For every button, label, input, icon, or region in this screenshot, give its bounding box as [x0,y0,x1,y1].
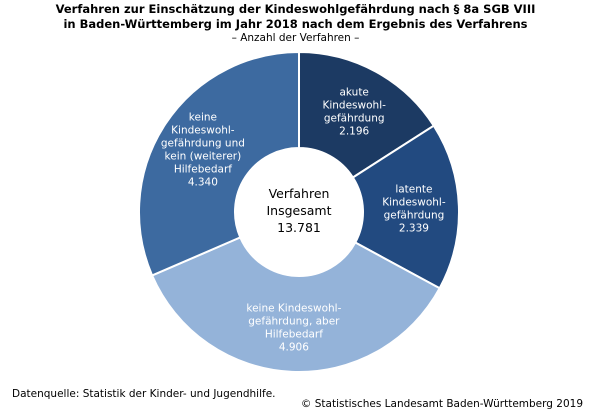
slice-label-1: latente Kindeswohl-gefährdung 2.339 [382,183,446,234]
copyright-note: © Statistisches Landesamt Baden-Württemb… [300,398,583,410]
donut-slice-1 [351,124,460,290]
chart-title: Verfahren zur Einschätzung der Kindeswoh… [0,2,591,32]
slice-label-2: keine Kindeswohl-gefährdung, aber Hilfebe… [246,302,341,353]
slice-label-0: akute Kindeswohl-gefährdung 2.196 [322,87,386,138]
donut-slice-3 [138,50,300,277]
chart-subtitle: – Anzahl der Verfahren – [231,32,360,44]
chart-title-line2: in Baden-Württemberg im Jahr 2018 nach d… [63,17,528,31]
slice-label-3: keine Kindeswohl-gefährdung und kein (weit… [161,111,245,188]
data-source-note: Datenquelle: Statistik der Kinder- und J… [12,388,276,400]
donut-slice-2 [150,236,442,373]
chart-title-line1: Verfahren zur Einschätzung der Kindeswoh… [55,2,536,16]
center-total-label: Verfahren Insgesamt 13.781 [267,186,332,235]
